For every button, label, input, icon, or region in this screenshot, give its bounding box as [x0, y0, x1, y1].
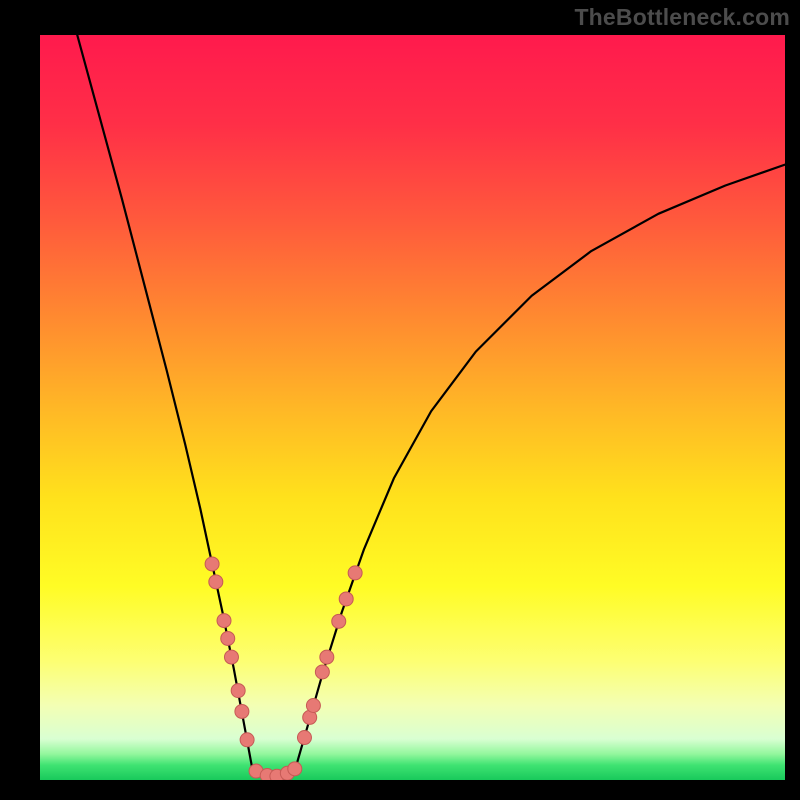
plot-svg — [40, 35, 785, 780]
data-marker — [235, 704, 249, 718]
data-marker — [217, 614, 231, 628]
data-marker — [205, 557, 219, 571]
data-marker — [209, 575, 223, 589]
data-marker — [288, 762, 302, 776]
chart-root: TheBottleneck.com — [0, 0, 800, 800]
data-marker — [315, 665, 329, 679]
data-marker — [231, 684, 245, 698]
data-marker — [306, 699, 320, 713]
marker-group — [205, 557, 362, 780]
data-marker — [339, 592, 353, 606]
data-marker — [240, 733, 254, 747]
bottleneck-curve — [77, 35, 785, 777]
data-marker — [348, 566, 362, 580]
data-marker — [332, 614, 346, 628]
data-marker — [297, 731, 311, 745]
data-marker — [221, 631, 235, 645]
watermark-label: TheBottleneck.com — [574, 4, 790, 31]
data-marker — [224, 650, 238, 664]
plot-area — [40, 35, 785, 780]
data-marker — [320, 650, 334, 664]
